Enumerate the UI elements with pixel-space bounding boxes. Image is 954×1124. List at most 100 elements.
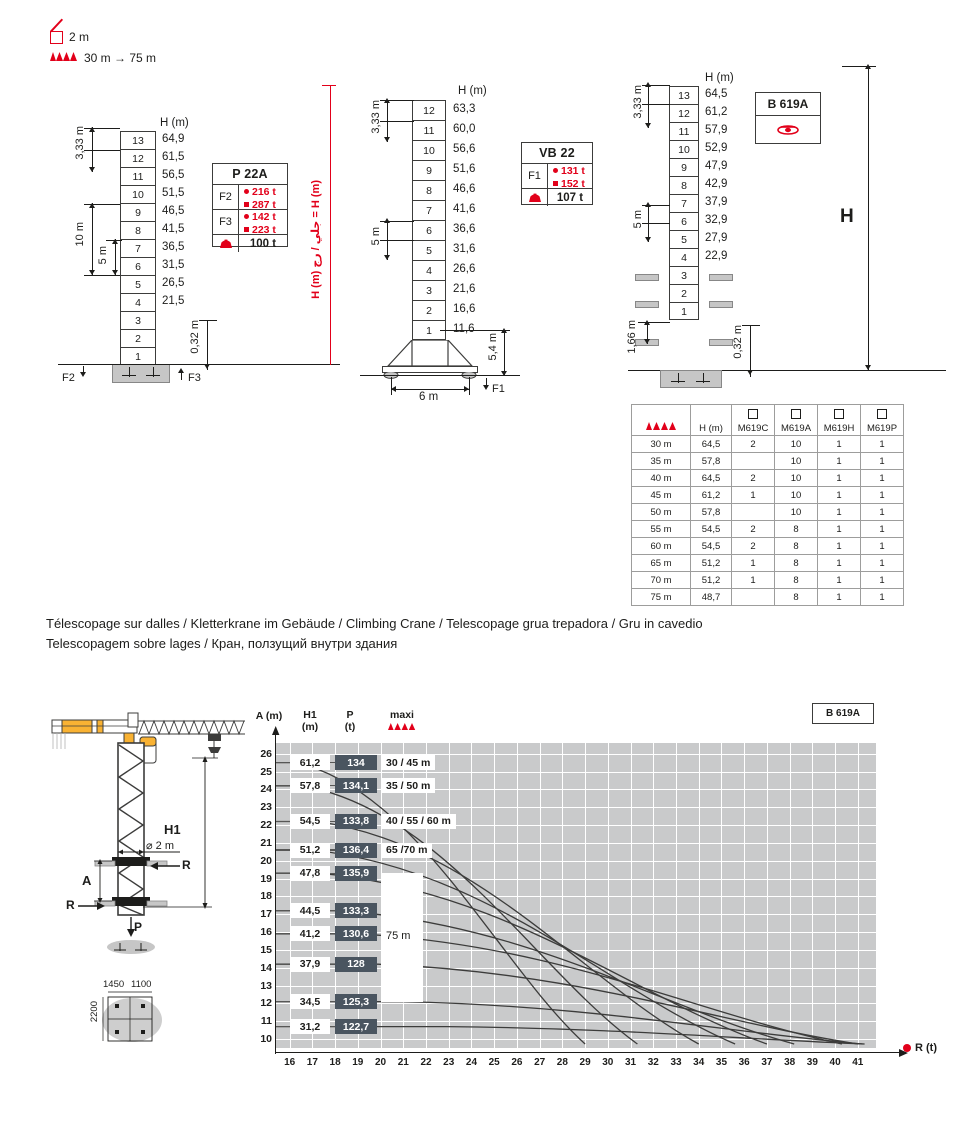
mast-segment: 3	[121, 312, 155, 330]
dim-166-label: 1,66 m	[626, 320, 638, 354]
grid-line-vertical	[562, 743, 564, 1048]
m619h-cell: 1	[817, 571, 861, 589]
section-caption: Télescopage sur dalles / Kletterkrane im…	[46, 614, 703, 654]
mast-segment: 11	[121, 168, 155, 186]
row-connector	[330, 933, 335, 935]
row-p-value: 128	[335, 956, 377, 972]
legend-section-label: 2 m	[69, 30, 90, 44]
left-ground-line	[58, 364, 340, 366]
right-footing	[660, 370, 722, 388]
plan-dim-w2: 1100	[131, 979, 152, 990]
row-lead-line	[276, 1025, 290, 1028]
mast-segment: 9	[670, 159, 698, 177]
checkbox-icon[interactable]	[834, 409, 844, 419]
mast-segment: 9	[121, 204, 155, 222]
crane-label-p: P	[134, 920, 143, 934]
y-tick-label: 14	[260, 961, 272, 974]
spec-row-values: 216 t 287 t	[239, 185, 287, 211]
dim-arrow-down	[384, 137, 390, 142]
x-tick-label: 17	[306, 1057, 318, 1068]
spec-row: F1 131 t 152 t	[522, 164, 592, 190]
dim-333-label: 3,33 m	[632, 85, 644, 119]
m619c-cell: 2	[731, 435, 775, 453]
middle-height-value: 56,6	[453, 143, 476, 155]
dim-6m-line	[391, 389, 469, 390]
dim-arrow-up	[645, 82, 651, 87]
x-tick-label: 21	[397, 1057, 409, 1068]
row-maxi-value: 65 /70 m	[381, 842, 433, 858]
chart-x-axis-label-text: R (t)	[915, 1042, 937, 1054]
wall-tie-right	[709, 339, 733, 346]
h-cell: 57,8	[690, 503, 732, 521]
dim-032-label: 0,32 m	[189, 320, 201, 354]
jib-cell: 75 m	[631, 588, 691, 606]
grid-line-horizontal	[276, 949, 876, 951]
grid-line-vertical	[426, 743, 427, 1048]
checkbox-icon[interactable]	[748, 409, 758, 419]
row-lead-line	[276, 910, 290, 912]
row-connector	[330, 963, 335, 965]
dim-arrow-down	[865, 365, 871, 370]
chart-curves	[276, 761, 865, 1045]
checkbox-icon[interactable]	[877, 409, 887, 419]
table-header-m619h: M619H	[817, 404, 861, 436]
dim-tick	[84, 128, 120, 129]
table-row: 60 m 54,5 2 8 1 1	[631, 537, 904, 555]
mast-segment: 8	[121, 222, 155, 240]
grid-line-vertical	[744, 743, 746, 1048]
m619p-cell: 1	[860, 588, 904, 606]
dim-tick	[440, 330, 510, 331]
x-tick-label: 26	[511, 1057, 523, 1068]
dim-tick	[380, 121, 414, 122]
row-h1-value: 34,5	[290, 994, 330, 1010]
grid-line-vertical	[312, 743, 314, 1048]
chart-col-head-maxi: maxi	[372, 709, 432, 734]
h-cell: 64,5	[690, 435, 732, 453]
jib-cell: 55 m	[631, 520, 691, 538]
m619h-cell: 1	[817, 554, 861, 572]
crane-label-diameter: ⌀ 2 m	[146, 840, 175, 852]
dim-tick	[742, 325, 760, 326]
right-height-value: 37,9	[705, 196, 728, 208]
row-connector	[330, 1001, 335, 1003]
dim-tick	[84, 204, 120, 205]
row-lead-line	[276, 820, 290, 823]
dim-5-label: 5 m	[370, 227, 382, 246]
m619a-cell: 8	[774, 520, 818, 538]
m619c-cell: 1	[731, 554, 775, 572]
table-header-m619a: M619A	[774, 404, 818, 436]
mast-segment: 12	[670, 105, 698, 123]
left-height-value: 56,5	[162, 169, 185, 181]
right-height-value: 22,9	[705, 250, 728, 262]
red-dot-icon	[903, 1044, 911, 1052]
m619a-cell: 8	[774, 537, 818, 555]
y-tick-label: 25	[260, 765, 272, 778]
mast-segment: 1	[681, 306, 687, 318]
row-h1-value: 51,2	[290, 842, 330, 858]
counterweight-icon	[522, 189, 548, 206]
right-height-value: 47,9	[705, 160, 728, 172]
row-lead-line	[276, 785, 290, 787]
crane-label-r-right: R	[182, 858, 191, 872]
wall-tie-left	[635, 301, 659, 308]
grid-line-horizontal	[276, 860, 876, 862]
spec-row-values: 142 t 223 t	[239, 210, 287, 236]
force-label-f2: F2	[62, 372, 75, 384]
dim-arrow-up	[645, 202, 651, 207]
left-height-value: 36,5	[162, 241, 185, 253]
m619c-cell: 1	[731, 571, 775, 589]
spec-row: F2 216 t 287 t	[213, 185, 287, 211]
x-tick-label: 31	[624, 1057, 637, 1068]
checkbox-icon[interactable]	[791, 409, 801, 419]
mast-segment: 4	[670, 249, 698, 267]
left-height-value: 46,5	[162, 205, 185, 217]
grid-line-vertical	[721, 743, 723, 1048]
m619p-cell: 1	[860, 486, 904, 504]
right-height-value: 32,9	[705, 214, 728, 226]
row-maxi-value: 35 / 50 m	[381, 778, 436, 794]
mast-segment: 2	[413, 301, 445, 321]
chart-white-band-label: 75 m	[386, 930, 411, 942]
dim-333-line	[92, 127, 93, 172]
m619p-cell: 1	[860, 452, 904, 470]
left-red-top-tick	[322, 85, 336, 86]
